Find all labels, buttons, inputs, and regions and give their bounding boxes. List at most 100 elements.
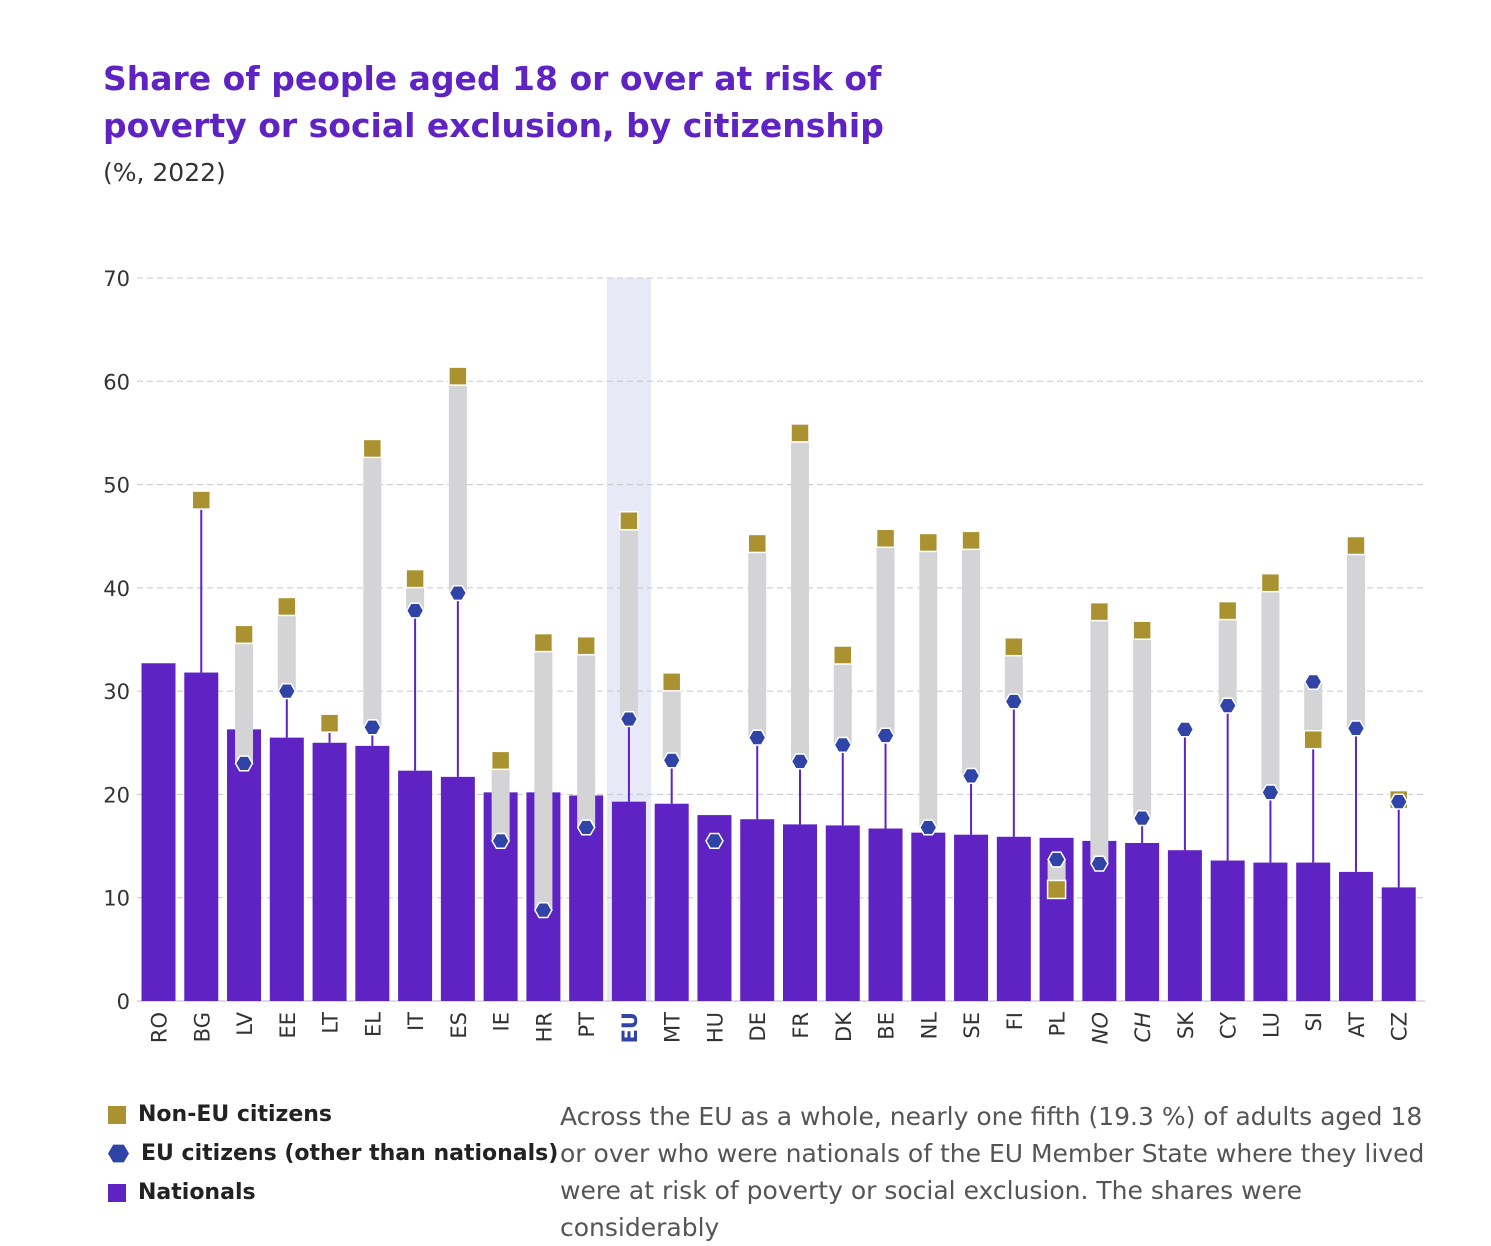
y-tick-label: 0 [117,990,130,1014]
bar-nationals [312,742,347,1001]
square-marker-icon [108,1105,126,1124]
x-tick-label: SI [1302,1012,1326,1032]
marker-eu [961,767,981,784]
bar-nationals [825,825,860,1001]
bar-nationals [398,770,433,1001]
x-tick-label: FR [789,1012,813,1039]
bar-nationals [783,824,817,1001]
marker-eu [1047,851,1066,868]
range-band [1261,582,1280,793]
marker-non-eu [1303,729,1323,750]
legend-label-non-eu: Non-EU citizens [138,1102,332,1127]
y-tick-label: 70 [103,267,130,291]
x-tick-label: EL [361,1012,385,1037]
x-tick-label: DE [746,1012,770,1041]
marker-non-eu [448,366,468,386]
range-band [748,543,767,738]
marker-non-eu [875,528,896,549]
range-band [363,448,382,728]
bar-nationals [1381,887,1416,1001]
marker-eu [491,832,510,850]
hexagon-marker-icon [108,1144,129,1163]
bar-nationals [911,832,946,1001]
marker-non-eu [747,533,767,554]
range-band [1304,681,1323,740]
marker-non-eu [961,530,981,551]
x-tick-label: LV [233,1011,257,1035]
bar-nationals [1167,850,1202,1001]
x-tick-label: MT [661,1012,685,1043]
marker-eu [448,584,468,602]
x-tick-label: IE [490,1012,514,1031]
legend: Non-EU citizens EU citizens (other than … [108,1095,558,1212]
bar-nationals [654,803,689,1001]
range-band [534,642,553,911]
legend-label-eu: EU citizens (other than nationals) [141,1141,559,1166]
bar-nationals [740,819,775,1001]
range-band [619,520,638,720]
marker-non-eu [319,713,340,733]
marker-eu [833,736,853,753]
marker-non-eu [191,490,212,510]
x-tick-label: PL [1046,1012,1070,1037]
x-tick-label: SK [1174,1011,1198,1039]
marker-non-eu [918,532,939,553]
marker-eu [1389,793,1409,810]
y-tick-label: 10 [103,887,130,911]
x-tick-label: SE [960,1012,984,1039]
marker-eu [1261,784,1280,801]
range-band [919,542,938,828]
legend-item-nationals: Nationals [108,1173,558,1212]
bar-nationals [227,729,262,1001]
range-band [277,606,296,692]
marker-non-eu [619,510,639,531]
marker-non-eu [576,635,596,656]
x-tick-label: EU [618,1012,642,1043]
marker-eu [1346,720,1366,737]
x-tick-label: EE [276,1012,300,1039]
marker-eu [1090,855,1109,872]
marker-non-eu [490,750,511,771]
bar-nationals [1210,860,1245,1001]
marker-eu [747,729,767,746]
range-band [962,540,981,776]
marker-non-eu [1046,879,1067,900]
marker-eu [576,819,596,836]
x-tick-label: BE [875,1012,899,1040]
y-tick-label: 30 [103,680,130,704]
legend-item-eu: EU citizens (other than nationals) [108,1134,558,1173]
x-tick-label: HR [532,1012,556,1042]
range-band [833,654,852,745]
marker-eu [1218,697,1238,714]
bar-nationals [954,834,989,1001]
bar-nationals [141,663,176,1001]
range-band [1004,646,1023,702]
bar-nationals [440,776,475,1001]
bar-nationals [1125,842,1160,1001]
marker-non-eu [661,672,682,692]
x-tick-label: CY [1217,1012,1241,1039]
x-tick-label: ES [447,1012,471,1039]
marker-eu [277,683,297,700]
bar-nationals [355,745,390,1001]
legend-item-non-eu: Non-EU citizens [108,1095,558,1134]
marker-non-eu [234,624,254,645]
marker-non-eu [1346,535,1366,556]
legend-label-nationals: Nationals [138,1180,256,1205]
marker-non-eu [833,645,853,665]
marker-non-eu [1004,636,1024,657]
x-tick-label: BG [190,1012,214,1042]
range-band [1090,611,1109,864]
range-band [577,645,596,828]
marker-eu [1132,810,1152,827]
x-tick-label: HU [703,1012,727,1043]
marker-eu [1175,721,1195,738]
marker-non-eu [533,632,554,653]
x-tick-label: RO [148,1012,172,1043]
x-tick-label: FI [1003,1012,1027,1030]
body-text: Across the EU as a whole, nearly one fif… [560,1102,1425,1242]
range-band [491,760,510,841]
x-tick-label: DK [832,1011,856,1042]
y-tick-label: 60 [103,370,130,394]
range-band [1218,610,1237,706]
